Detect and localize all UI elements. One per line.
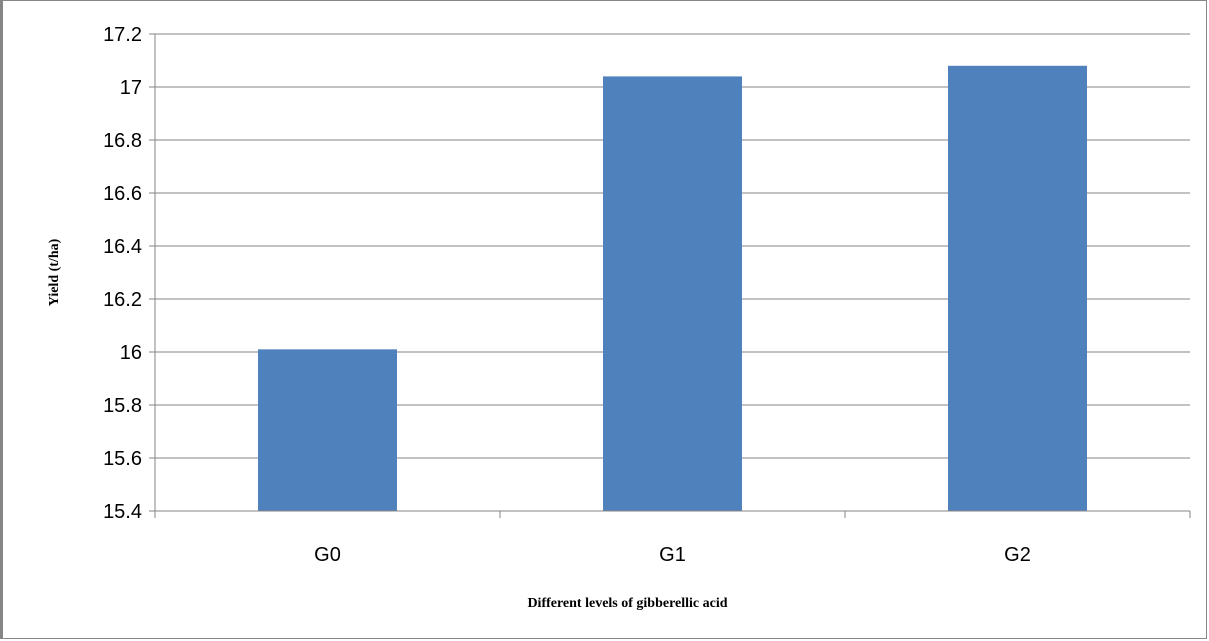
x-tick-label: G0 bbox=[314, 544, 341, 566]
axes bbox=[154, 34, 1191, 518]
bars bbox=[258, 65, 1087, 512]
y-tick-label: 15.6 bbox=[103, 448, 142, 470]
bar-g0 bbox=[258, 349, 397, 511]
x-tick-label: G2 bbox=[1004, 544, 1031, 566]
bar-g1 bbox=[603, 76, 742, 512]
y-tick-label: 16.8 bbox=[103, 130, 142, 152]
y-tick-labels: 15.4 15.6 15.8 16 16.2 16.4 16.6 16.8 17 17.2 bbox=[103, 24, 142, 523]
y-axis-title: Yield (t/ha) bbox=[47, 238, 62, 306]
y-tick-label: 17 bbox=[120, 77, 142, 99]
y-tick-label: 15.4 bbox=[103, 501, 142, 523]
x-tick-label: G1 bbox=[659, 544, 686, 566]
y-tick-label: 16.4 bbox=[103, 236, 142, 258]
bar-g2 bbox=[948, 65, 1087, 512]
y-tick-label: 17.2 bbox=[103, 24, 142, 46]
x-tick-labels: G0 G1 G2 bbox=[314, 544, 1031, 566]
y-tick-label: 15.8 bbox=[103, 395, 142, 417]
y-tick-label: 16.2 bbox=[103, 289, 142, 311]
y-tick-label: 16 bbox=[120, 342, 142, 364]
y-tick-label: 16.6 bbox=[103, 183, 142, 205]
x-axis-title: Different levels of gibberellic acid bbox=[527, 596, 727, 611]
